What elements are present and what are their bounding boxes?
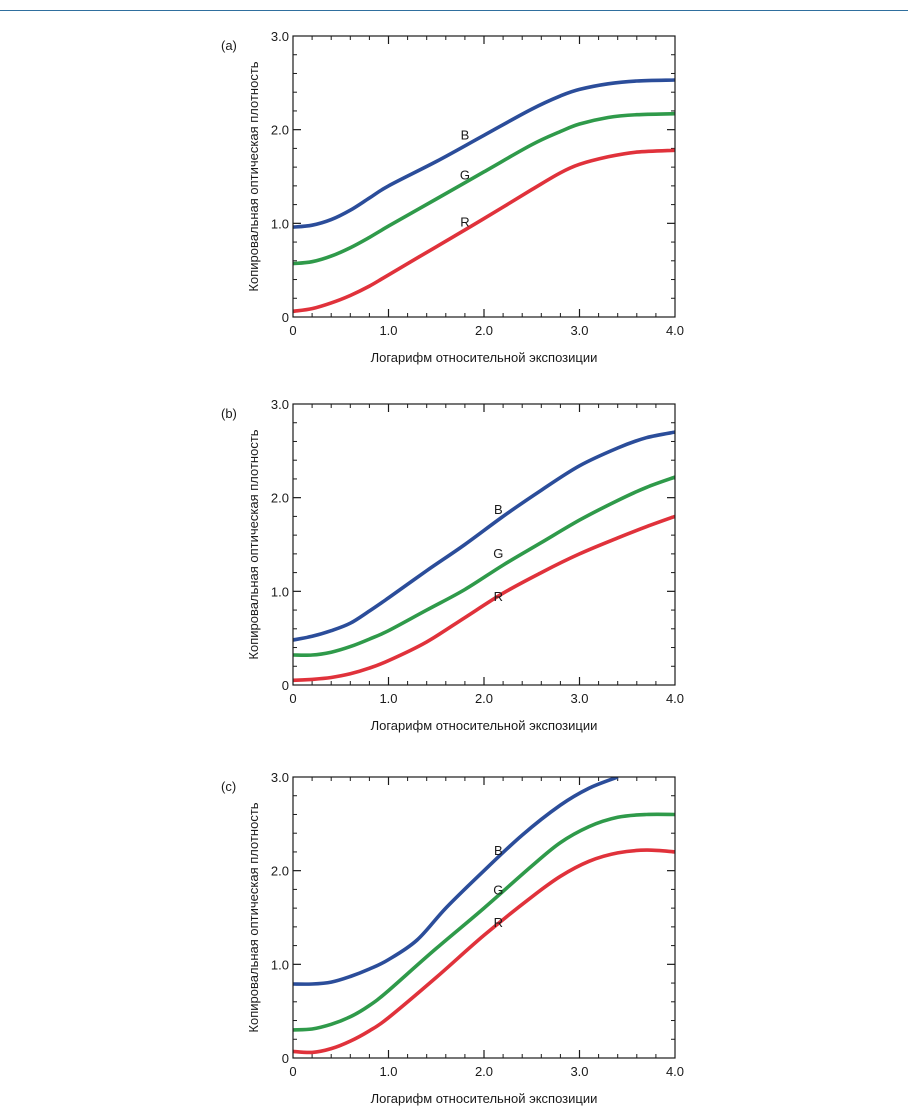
- curve-label-r: R: [494, 589, 503, 604]
- curve-label-r: R: [494, 915, 503, 930]
- y-tick-label: 3.0: [271, 29, 289, 44]
- y-tick-label: 0: [282, 1051, 289, 1066]
- panel-label: (b): [221, 406, 237, 421]
- series-line-b: [293, 777, 619, 986]
- series-line-b: [293, 78, 675, 229]
- y-axis-title: Копировальная оптическая плотность: [246, 61, 261, 291]
- x-tick-label: 4.0: [666, 691, 684, 706]
- y-tick-label: 1.0: [271, 216, 289, 231]
- curve-label-r: R: [460, 214, 469, 229]
- chart-panel-1: 0 1.0 2.0 3.0 4.0 0 1.0 2.0 3.0 B G R (b) Логарифм от…: [221, 397, 684, 733]
- x-tick-label: 3.0: [570, 323, 588, 338]
- y-tick-label: 2.0: [271, 123, 289, 138]
- y-tick-label: 1.0: [271, 584, 289, 599]
- series-line-b: [293, 430, 675, 642]
- series-line-g: [293, 111, 675, 266]
- x-tick-label: 2.0: [475, 691, 493, 706]
- x-axis-title: Логарифм относительной экспозиции: [371, 350, 598, 365]
- curve-label-g: G: [493, 546, 503, 561]
- series-line-r: [293, 848, 675, 1055]
- curve-label-b: B: [461, 127, 470, 142]
- curve-label-b: B: [494, 502, 503, 517]
- plot-frame: [292, 35, 676, 318]
- x-tick-label: 0: [289, 1064, 296, 1079]
- y-tick-label: 2.0: [271, 491, 289, 506]
- panel-label: (a): [221, 38, 237, 53]
- y-tick-label: 2.0: [271, 864, 289, 879]
- header-rule: [0, 10, 908, 11]
- curve-label-g: G: [493, 882, 503, 897]
- x-axis-title: Логарифм относительной экспозиции: [371, 718, 598, 733]
- x-tick-label: 1.0: [379, 323, 397, 338]
- y-tick-label: 0: [282, 310, 289, 325]
- y-tick-label: 3.0: [271, 397, 289, 412]
- y-axis-title: Копировальная оптическая плотность: [246, 802, 261, 1032]
- series-line-g: [293, 812, 675, 1032]
- y-tick-label: 3.0: [271, 770, 289, 785]
- x-tick-label: 2.0: [475, 1064, 493, 1079]
- plot-frame: [292, 776, 676, 1059]
- curve-label-g: G: [460, 168, 470, 183]
- y-tick-label: 0: [282, 678, 289, 693]
- x-tick-label: 0: [289, 323, 296, 338]
- chart-panel-0: 0 1.0 2.0 3.0 4.0 0 1.0 2.0 3.0 B G R (a) Логарифм от…: [221, 29, 684, 365]
- y-axis-title: Копировальная оптическая плотность: [246, 429, 261, 659]
- x-axis-title: Логарифм относительной экспозиции: [371, 1091, 598, 1106]
- x-tick-label: 4.0: [666, 1064, 684, 1079]
- x-tick-label: 3.0: [570, 1064, 588, 1079]
- x-tick-label: 0: [289, 691, 296, 706]
- x-tick-label: 2.0: [475, 323, 493, 338]
- x-tick-label: 3.0: [570, 691, 588, 706]
- x-tick-label: 4.0: [666, 323, 684, 338]
- plot-frame: [292, 403, 676, 686]
- panel-label: (c): [221, 779, 236, 794]
- x-tick-label: 1.0: [379, 691, 397, 706]
- x-tick-label: 1.0: [379, 1064, 397, 1079]
- y-tick-label: 1.0: [271, 957, 289, 972]
- chart-panel-2: 0 1.0 2.0 3.0 4.0 0 1.0 2.0 3.0 B G R (c) Логарифм от…: [221, 770, 684, 1106]
- curve-label-b: B: [494, 843, 503, 858]
- series-line-r: [293, 514, 675, 683]
- series-line-g: [293, 475, 675, 658]
- series-line-r: [293, 148, 675, 314]
